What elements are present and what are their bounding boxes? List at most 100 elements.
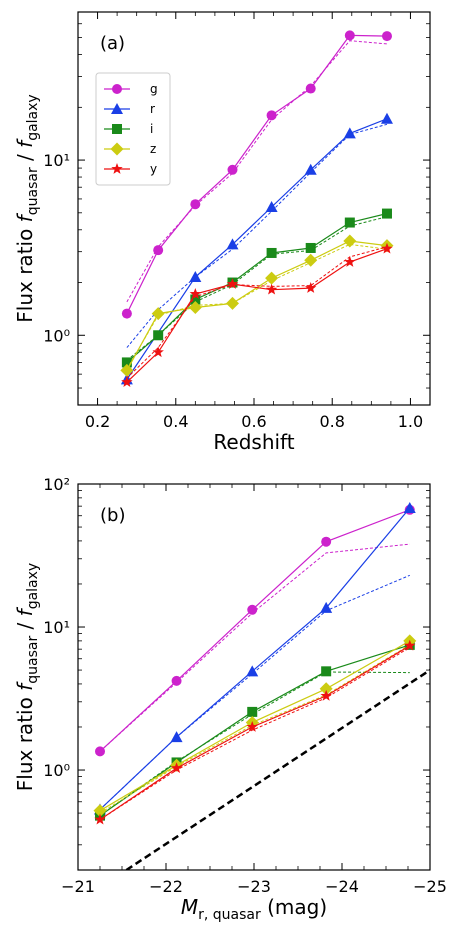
x-tick-label: −23 <box>237 877 271 896</box>
data-point-y <box>189 288 202 299</box>
series-line-y <box>126 248 388 383</box>
data-point-y <box>121 376 133 388</box>
data-point-z <box>120 363 134 377</box>
data-point-g <box>190 199 201 210</box>
data-point-y <box>246 720 258 732</box>
data-point-g <box>305 83 316 94</box>
data-point-r <box>265 200 278 212</box>
data-point-r <box>343 127 356 139</box>
legend-marker-z <box>110 142 124 156</box>
data-point-g <box>171 675 182 686</box>
legend-marker-y <box>111 163 123 174</box>
plot-frame <box>77 11 431 406</box>
x-tick-label: 0.8 <box>319 412 344 431</box>
data-point-r <box>170 731 183 743</box>
fit-line-g <box>126 40 388 303</box>
data-point-i <box>381 208 392 219</box>
data-point-y <box>344 255 356 267</box>
data-point-i <box>121 357 132 368</box>
data-point-z <box>265 271 279 285</box>
legend-marker-r <box>111 103 123 114</box>
series-line-i <box>126 213 388 363</box>
data-point-g <box>381 31 392 42</box>
y-axis-label: Flux ratio fquasar / fgalaxy <box>13 94 41 322</box>
y-label-part: f <box>13 606 37 616</box>
data-point-g <box>344 30 355 41</box>
data-point-g <box>266 110 277 121</box>
series-line-z <box>126 240 388 371</box>
y-tick-label: 10¹ <box>43 618 70 637</box>
panel-label: (a) <box>100 33 125 54</box>
data-point-z <box>343 234 357 248</box>
reference-line <box>125 669 430 870</box>
legend-label: z <box>150 142 156 156</box>
data-point-g <box>153 245 164 256</box>
data-point-y <box>94 813 106 825</box>
x-label-part: r, quasar <box>198 907 261 923</box>
y-label-part: Flux ratio <box>13 222 37 322</box>
x-tick-label: −24 <box>325 877 359 896</box>
panel-label: (b) <box>100 505 125 526</box>
legend-marker-g <box>112 84 122 94</box>
y-tick-label: 10² <box>43 475 70 494</box>
data-point-g <box>95 746 105 757</box>
y-label-part: quasar <box>25 636 41 684</box>
x-tick-label: −25 <box>413 877 447 896</box>
data-point-g <box>247 604 258 615</box>
plot-frame <box>77 483 431 871</box>
legend-label: y <box>150 162 157 176</box>
fit-line-r <box>126 123 388 348</box>
data-point-y <box>305 282 317 293</box>
series-line-g <box>126 34 388 314</box>
fit-line-i <box>99 671 410 817</box>
legend-label: r <box>150 102 155 116</box>
data-point-y <box>226 278 239 289</box>
data-point-r <box>246 665 259 677</box>
x-tick-label: 0.6 <box>241 412 266 431</box>
y-label-part: f <box>13 138 37 148</box>
y-label-slash: / <box>13 148 37 167</box>
x-tick-label: 1.0 <box>398 412 423 431</box>
fit-line-i <box>126 216 388 361</box>
fit-line-y <box>126 246 388 379</box>
legend-label: g <box>150 82 158 96</box>
data-point-r <box>320 601 333 613</box>
x-tick-label: 0.4 <box>163 412 188 431</box>
legend-marker-i <box>112 124 122 134</box>
data-point-y <box>170 762 183 774</box>
x-label-part: M <box>181 895 198 919</box>
data-point-y <box>404 639 416 651</box>
data-point-y <box>152 346 164 358</box>
data-point-i <box>190 294 201 305</box>
x-axis-label: Mr, quasar (mag) <box>181 895 327 923</box>
y-label-part: galaxy <box>25 94 41 141</box>
data-point-r <box>226 238 239 250</box>
data-point-z <box>93 804 107 818</box>
data-point-z <box>319 682 333 696</box>
data-point-i <box>153 330 164 341</box>
data-point-y <box>265 283 278 295</box>
legend-box <box>95 72 171 186</box>
data-point-g <box>227 164 238 175</box>
legend-label: i <box>150 122 153 136</box>
y-tick-label: 10⁰ <box>43 326 70 345</box>
y-axis-label: Flux ratio fquasar / fgalaxy <box>13 563 41 791</box>
data-point-y <box>320 689 332 701</box>
x-label-part: (mag) <box>261 895 327 919</box>
y-label-part: quasar <box>25 167 41 215</box>
data-point-z <box>304 253 318 267</box>
y-tick-label: 10⁰ <box>43 761 70 780</box>
data-point-r <box>304 163 317 175</box>
x-axis-label: Redshift <box>213 430 294 454</box>
data-point-r <box>189 271 202 283</box>
data-point-z <box>151 307 165 321</box>
y-label-slash: / <box>13 616 37 635</box>
fit-line-y <box>99 646 411 821</box>
data-point-z <box>225 296 239 310</box>
y-label-part: f <box>13 681 37 691</box>
data-point-i <box>247 706 258 717</box>
data-point-i <box>266 247 277 258</box>
